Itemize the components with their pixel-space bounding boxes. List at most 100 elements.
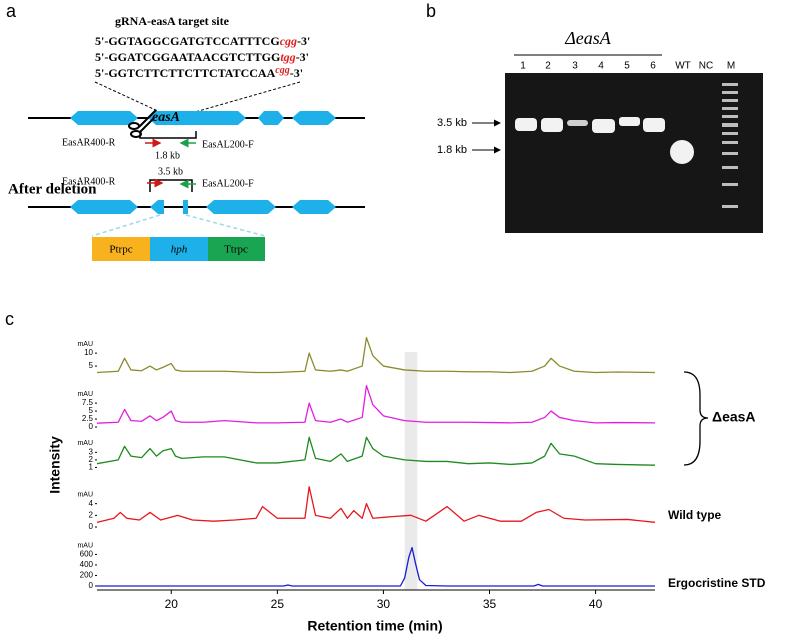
x-axis-title: Retention time (min) — [307, 618, 442, 634]
seq-end: -3' — [290, 66, 303, 80]
highlight-band — [404, 352, 418, 590]
gene — [258, 111, 284, 125]
seq-end: -3' — [297, 34, 310, 48]
size-label: 1.8 kb — [155, 150, 180, 161]
x-tick-label: 30 — [377, 597, 391, 611]
trace — [96, 436, 656, 466]
trace — [96, 336, 656, 374]
pam: tgg — [280, 50, 295, 64]
seq-end: -3' — [296, 50, 309, 64]
ladder — [722, 83, 738, 208]
lane-label: 3 — [572, 61, 578, 72]
seq: 5'-GGTAGGCGATGTCCATTTCG — [95, 34, 280, 48]
panel-b: b ΔeasA 1 2 3 4 5 6 WT NC M 3.5 kb 1.8 kb — [426, 1, 763, 233]
y-tick-label: 2.5 — [82, 414, 94, 423]
dashed-guide — [91, 214, 161, 237]
lane-label: 2 — [545, 61, 551, 72]
trace — [96, 486, 656, 523]
unit-label: mAU — [77, 542, 93, 549]
dashed-guide — [185, 214, 266, 237]
gene — [148, 111, 246, 125]
size-label: 3.5 kb — [158, 166, 183, 177]
y-tick-label: 1 — [89, 463, 94, 472]
y-tick-label: 5 — [89, 406, 94, 415]
dashed-guide — [194, 81, 301, 113]
group-label: ΔeasA — [712, 409, 756, 425]
pam: cgg — [280, 34, 297, 48]
y-tick-label: 0 — [89, 422, 94, 431]
seq: 5'-GGTCTTCTTCTTCTATCCAA — [95, 66, 276, 80]
y-tick-label: 7.5 — [82, 398, 94, 407]
trace — [97, 546, 655, 587]
gel — [505, 73, 763, 233]
lane-label: WT — [675, 61, 691, 72]
gene — [292, 200, 336, 214]
seq: 5'-GGATCGGAATAACGTCTTGG — [95, 50, 280, 64]
gene-fragment — [150, 200, 164, 214]
y-tick-label: 3 — [89, 447, 94, 456]
gel-bands — [515, 117, 694, 164]
cassette-label: Ptrpc — [109, 244, 132, 256]
gene — [70, 200, 138, 214]
gene-fragment — [183, 200, 188, 214]
amplicon-bracket — [139, 131, 197, 139]
y-tick-label: 0 — [89, 522, 94, 531]
gene-label: easA — [152, 110, 180, 125]
gene — [206, 200, 276, 214]
lane-label: 4 — [598, 61, 604, 72]
x-tick-label: 35 — [483, 597, 497, 611]
lane-label: M — [727, 61, 735, 72]
y-axis-title: Intensity — [47, 436, 63, 494]
primer-label: EasAR400-R — [62, 137, 116, 148]
panel-a: a gRNA-easA target site 5'-GGTAGGCGATGTC… — [6, 1, 365, 261]
unit-label: mAU — [77, 440, 93, 447]
gene — [70, 111, 138, 125]
trace — [96, 384, 656, 424]
group-bracket — [683, 371, 709, 466]
section-title: After deletion — [8, 181, 97, 197]
lane-labels: 1 2 3 4 5 6 WT NC M — [520, 61, 735, 72]
group-label: ΔeasA — [564, 28, 612, 48]
y-tick-label: 400 — [80, 560, 94, 569]
primer-label: EasAR400-R — [62, 176, 116, 187]
lane-label: NC — [699, 61, 713, 72]
sequence: 5'-GGATCGGAATAACGTCTTGGtgg-3' — [95, 50, 309, 64]
sequence: 5'-GGTAGGCGATGTCCATTTCGcgg-3' — [95, 34, 310, 48]
amplicon-bracket — [149, 179, 193, 192]
cassette-box — [92, 237, 150, 261]
sequence: 5'-GGTCTTCTTCTTCTATCCAAcgg-3' — [95, 65, 303, 79]
y-tick-label: 2 — [89, 510, 94, 519]
y-tick-label: 4 — [89, 499, 94, 508]
y-tick-label: 600 — [80, 550, 94, 559]
cassette-label: hph — [171, 244, 188, 256]
pam: cgg — [275, 65, 289, 76]
primer-label: EasAL200-F — [202, 178, 254, 189]
marker-label: 3.5 kb — [437, 117, 467, 129]
y-tick-label: 0 — [89, 581, 94, 590]
cassette-box — [150, 237, 208, 261]
target-title: gRNA-easA target site — [115, 14, 230, 28]
primer-label: EasAL200-F — [202, 139, 254, 150]
y-tick-label: 2 — [89, 455, 94, 464]
x-tick-label: 25 — [271, 597, 285, 611]
lane-label: 5 — [624, 61, 630, 72]
scissors — [128, 109, 157, 138]
lane-label: 6 — [650, 61, 656, 72]
lane-label: 1 — [520, 61, 526, 72]
gene — [292, 111, 336, 125]
x-tick-label: 40 — [589, 597, 603, 611]
unit-label: mAU — [77, 492, 93, 499]
trace-label: Ergocristine STD — [668, 576, 766, 590]
panel-label: b — [426, 1, 436, 21]
unit-label: mAU — [77, 391, 93, 398]
cassette-box — [208, 237, 265, 261]
x-tick-label: 20 — [165, 597, 179, 611]
y-tick-label: 200 — [80, 571, 94, 580]
unit-label: mAU — [77, 341, 93, 348]
marker-label: 1.8 kb — [437, 144, 467, 156]
panel-c: c Retention time (min) Intensity ΔeasA 2… — [5, 309, 766, 634]
y-tick-label: 10 — [84, 348, 93, 357]
panel-label: c — [5, 309, 14, 329]
cassette-label: Ttrpc — [224, 244, 248, 256]
